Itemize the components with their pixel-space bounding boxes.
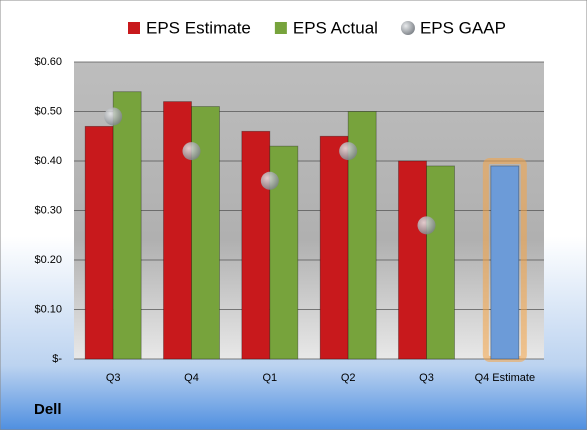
footer: Dell xyxy=(34,401,62,418)
y-tick-label: $0.10 xyxy=(34,303,62,315)
y-tick-label: $0.20 xyxy=(34,254,62,266)
y-tick-label: $0.50 xyxy=(34,105,62,117)
bar xyxy=(163,101,192,360)
y-tick-label: $0.60 xyxy=(34,56,62,68)
legend-label: EPS Estimate xyxy=(146,18,251,37)
y-tick-label: $0.40 xyxy=(34,155,62,167)
bar xyxy=(398,160,427,360)
bar xyxy=(490,165,520,360)
y-tick-label: $0.30 xyxy=(34,204,62,216)
gaap-point xyxy=(104,107,123,126)
gaap-point xyxy=(339,142,358,161)
legend-label: EPS Actual xyxy=(293,18,378,37)
legend-swatch xyxy=(400,21,415,35)
gaap-point xyxy=(417,216,436,235)
y-tick-label: $- xyxy=(52,353,62,365)
bar xyxy=(241,130,271,360)
x-tick-label: Q3 xyxy=(419,372,434,384)
bar xyxy=(426,165,455,360)
bar xyxy=(112,91,142,360)
x-tick-label: Q4 Estimate xyxy=(475,372,536,384)
x-tick-label: Q2 xyxy=(341,372,356,384)
gaap-point xyxy=(260,171,279,190)
x-tick-label: Q1 xyxy=(262,372,277,384)
bar xyxy=(84,125,114,360)
legend-swatch xyxy=(274,22,287,34)
x-tick-label: Q4 xyxy=(184,372,199,384)
x-tick-label: Q3 xyxy=(106,372,121,384)
legend-swatch xyxy=(128,22,140,34)
bar xyxy=(319,135,349,360)
gaap-point xyxy=(182,142,201,161)
legend-label: EPS GAAP xyxy=(420,18,506,37)
